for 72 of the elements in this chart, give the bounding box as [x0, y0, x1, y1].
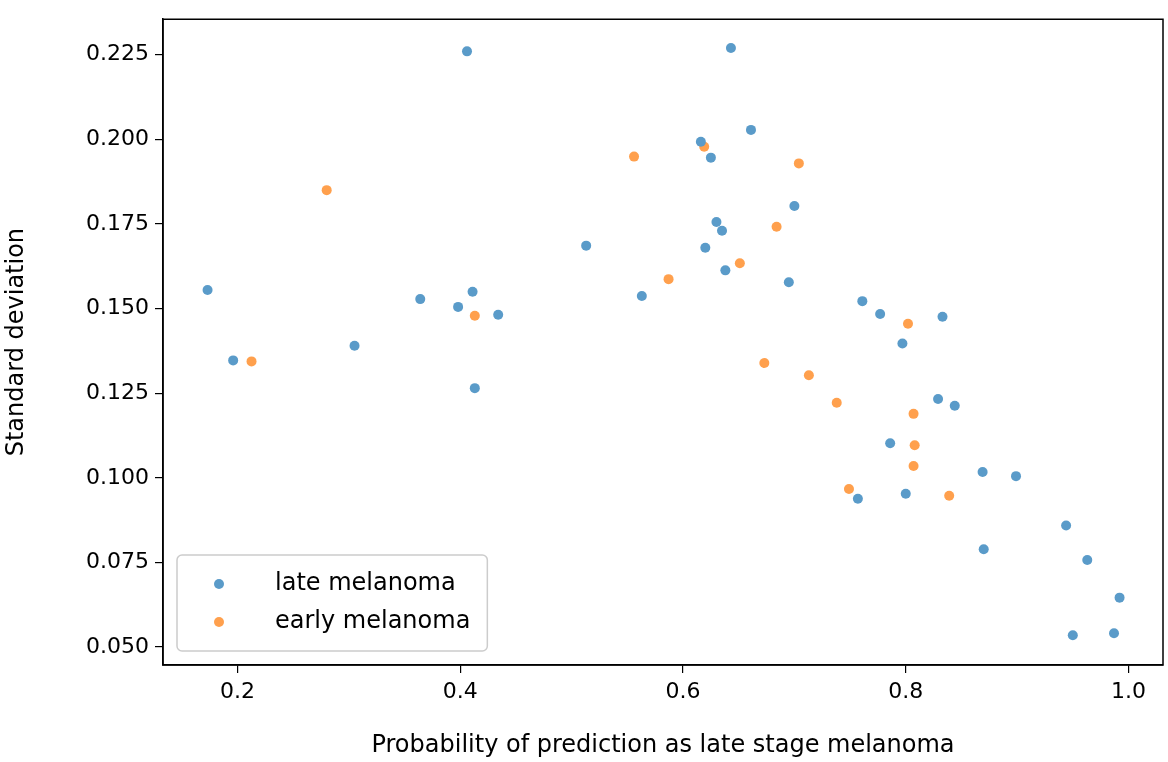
point: [852, 493, 863, 504]
point: [803, 370, 814, 381]
point: [202, 284, 213, 295]
x-tick-label: 0.4: [442, 677, 478, 703]
point: [469, 383, 480, 394]
point: [908, 408, 919, 419]
point: [467, 286, 478, 297]
point: [771, 221, 782, 232]
point: [663, 274, 674, 285]
point: [908, 460, 919, 471]
point: [902, 318, 913, 329]
y-tick-label: 0.200: [86, 125, 149, 151]
point: [469, 310, 480, 321]
y-tick-label: 0.175: [86, 209, 149, 235]
point: [1067, 630, 1078, 641]
point: [734, 258, 745, 269]
point: [978, 544, 989, 555]
y-tick-label: 0.150: [86, 294, 149, 320]
point: [937, 311, 948, 322]
point: [629, 151, 640, 162]
point: [462, 46, 473, 57]
y-tick-label: 0.125: [86, 378, 149, 404]
point: [1114, 592, 1125, 603]
point: [1109, 628, 1119, 639]
point: [831, 397, 842, 408]
point: [909, 440, 920, 451]
point: [933, 393, 944, 404]
point: [900, 488, 911, 499]
x-tick-label: 0.2: [220, 677, 256, 703]
point: [1082, 555, 1093, 566]
point: [843, 484, 854, 494]
point: [415, 294, 426, 305]
point: [493, 309, 504, 320]
point: [725, 42, 736, 53]
point: [636, 291, 647, 302]
point: [789, 201, 800, 212]
y-tick-label: 0.225: [86, 40, 149, 66]
point: [1061, 520, 1072, 531]
x-tick-label: 1.0: [1110, 677, 1146, 703]
point: [700, 242, 711, 253]
point: [581, 240, 592, 251]
point: [944, 490, 955, 501]
point: [453, 301, 464, 312]
point: [977, 467, 988, 478]
point: [711, 216, 722, 227]
point: [783, 277, 794, 288]
legend-label: early melanoma: [275, 606, 471, 635]
y-tick-label: 0.075: [86, 548, 149, 574]
y-tick-label: 0.050: [86, 632, 149, 658]
point: [793, 158, 804, 169]
x-axis-title: Probability of prediction as late stage melanoma: [371, 729, 955, 758]
point: [759, 358, 770, 369]
point: [745, 124, 756, 135]
point: [720, 265, 731, 276]
point: [228, 355, 239, 366]
y-axis-title: Standard deviation: [0, 227, 29, 457]
point: [1011, 471, 1022, 482]
point: [857, 296, 868, 307]
point: [897, 338, 908, 349]
point: [949, 400, 960, 411]
point: [321, 185, 332, 196]
point: [875, 309, 886, 320]
x-tick-label: 0.6: [665, 677, 701, 703]
point: [246, 356, 257, 367]
point: [349, 340, 360, 351]
point: [717, 225, 728, 236]
y-tick-label: 0.100: [86, 463, 149, 489]
point: [705, 152, 716, 163]
legend-label: late melanoma: [275, 568, 456, 597]
point: [695, 136, 706, 147]
point: [885, 438, 896, 449]
x-tick-label: 0.8: [888, 677, 924, 703]
